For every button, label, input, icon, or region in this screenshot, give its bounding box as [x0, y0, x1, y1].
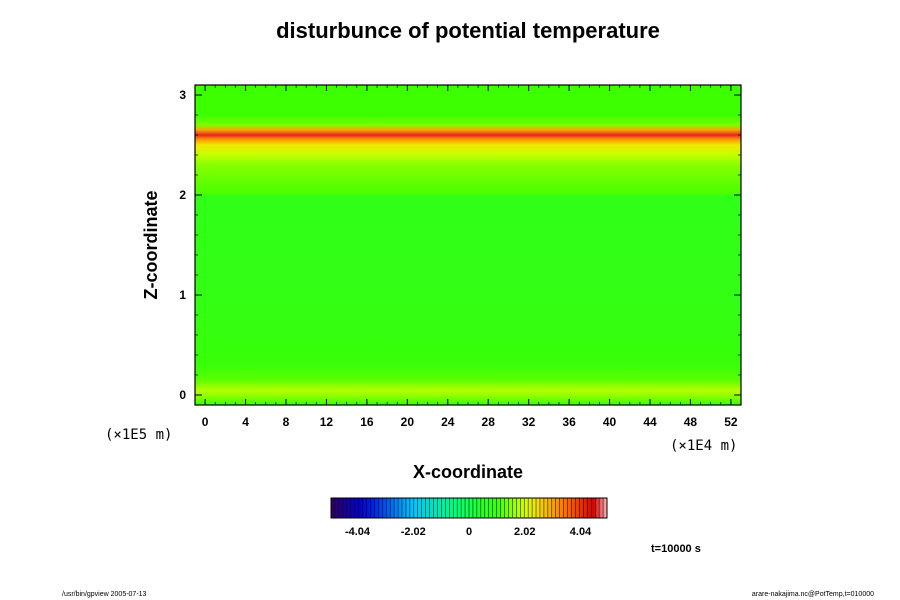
y-axis-label: Z-coordinate — [141, 190, 161, 299]
x-tick-label: 4 — [242, 415, 249, 429]
y-tick-label: 3 — [179, 88, 186, 102]
y-tick-label: 1 — [179, 288, 186, 302]
colorbar-tick-label: 4.04 — [570, 526, 592, 538]
x-tick-label: 36 — [562, 415, 576, 429]
y-tick-label: 0 — [179, 388, 186, 402]
heatmap-field — [195, 85, 741, 405]
x-tick-label: 24 — [441, 415, 455, 429]
colorbar-tick-label: 0 — [466, 526, 472, 538]
x-axis-label: X-coordinate — [413, 462, 523, 482]
y-tick-label: 2 — [179, 188, 186, 202]
z-unit-label: (×1E5 m) — [105, 427, 172, 443]
chart-title: disturbunce of potential temperature — [276, 18, 660, 43]
x-ticks: 0 4 8 12 16 20 24 28 32 36 40 44 48 52 — [194, 85, 742, 429]
x-tick-label: 52 — [724, 415, 738, 429]
x-tick-label: 32 — [522, 415, 536, 429]
x-tick-label: 20 — [401, 415, 415, 429]
x-tick-label: 44 — [643, 415, 657, 429]
y-ticks: 0 1 2 3 — [179, 88, 741, 402]
footer-right: arare-nakajima.nc@PotTemp,t=010000 — [752, 591, 874, 598]
x-tick-label: 16 — [360, 415, 374, 429]
colorbar-tick-label: -2.02 — [401, 526, 426, 538]
x-tick-label: 28 — [482, 415, 496, 429]
x-tick-label: 40 — [603, 415, 617, 429]
colorbar-ticks: -4.04 -2.02 0 2.02 4.04 — [345, 526, 592, 538]
colorbar-divisions — [334, 498, 604, 518]
x-tick-label: 12 — [320, 415, 334, 429]
x-tick-label: 48 — [684, 415, 698, 429]
x-tick-label: 0 — [202, 415, 209, 429]
x-unit-label: (×1E4 m) — [670, 438, 737, 454]
colorbar-tick-label: -4.04 — [345, 526, 371, 538]
time-label: t=10000 s — [651, 543, 701, 555]
colorbar-tick-label: 2.02 — [514, 526, 535, 538]
x-tick-label: 8 — [283, 415, 290, 429]
footer-left: /usr/bin/gpview 2005-07-13 — [62, 591, 147, 598]
